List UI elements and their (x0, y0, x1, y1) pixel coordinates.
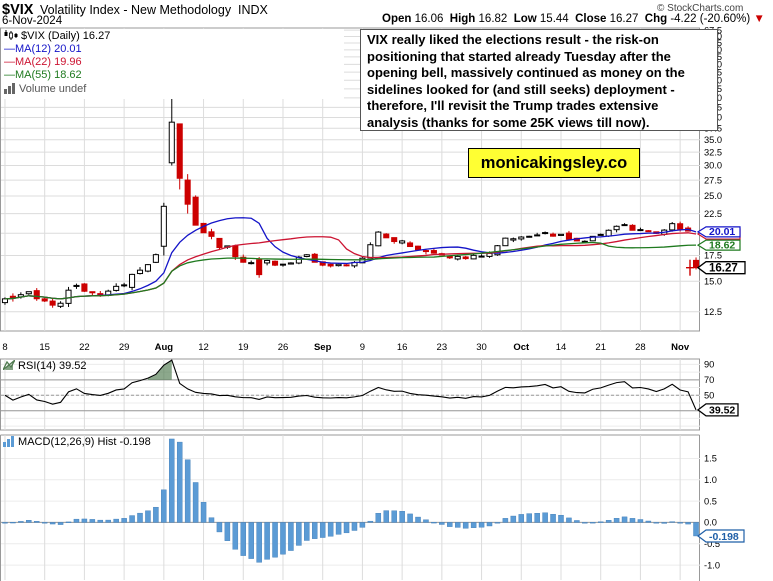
svg-text:Nov: Nov (671, 342, 690, 353)
svg-text:30: 30 (476, 342, 487, 353)
svg-text:30.0: 30.0 (704, 161, 722, 171)
svg-text:27.5: 27.5 (704, 175, 722, 185)
svg-text:21: 21 (595, 342, 606, 353)
svg-text:90: 90 (704, 360, 714, 370)
svg-text:0.0: 0.0 (704, 518, 717, 528)
svg-text:50: 50 (704, 390, 714, 400)
svg-text:0.5: 0.5 (704, 496, 717, 506)
svg-text:16.27: 16.27 (709, 262, 738, 274)
svg-text:12.5: 12.5 (704, 307, 722, 317)
svg-text:39.52: 39.52 (709, 405, 735, 417)
svg-text:1.5: 1.5 (704, 454, 717, 464)
svg-text:1.0: 1.0 (704, 475, 717, 485)
svg-text:32.5: 32.5 (704, 147, 722, 157)
svg-text:12: 12 (198, 342, 209, 353)
svg-text:70: 70 (704, 375, 714, 385)
svg-text:8: 8 (2, 342, 7, 353)
svg-text:14: 14 (556, 342, 567, 353)
svg-text:17.5: 17.5 (704, 251, 722, 261)
svg-text:22.5: 22.5 (704, 209, 722, 219)
svg-text:20.01: 20.01 (709, 226, 735, 238)
svg-text:15: 15 (39, 342, 50, 353)
svg-text:15.0: 15.0 (704, 276, 722, 286)
svg-text:16: 16 (397, 342, 408, 353)
svg-text:Aug: Aug (155, 342, 174, 353)
svg-text:22: 22 (79, 342, 90, 353)
svg-text:28: 28 (635, 342, 646, 353)
svg-text:Oct: Oct (513, 342, 530, 353)
svg-text:29: 29 (119, 342, 130, 353)
svg-text:9: 9 (360, 342, 365, 353)
svg-text:-1.0: -1.0 (704, 560, 720, 570)
svg-text:35.0: 35.0 (704, 135, 722, 145)
svg-text:18.62: 18.62 (709, 239, 735, 251)
svg-text:26: 26 (278, 342, 289, 353)
svg-text:23: 23 (437, 342, 448, 353)
svg-text:25.0: 25.0 (704, 191, 722, 201)
svg-text:-0.198: -0.198 (709, 531, 739, 543)
svg-text:19: 19 (238, 342, 249, 353)
svg-text:Sep: Sep (314, 342, 332, 353)
